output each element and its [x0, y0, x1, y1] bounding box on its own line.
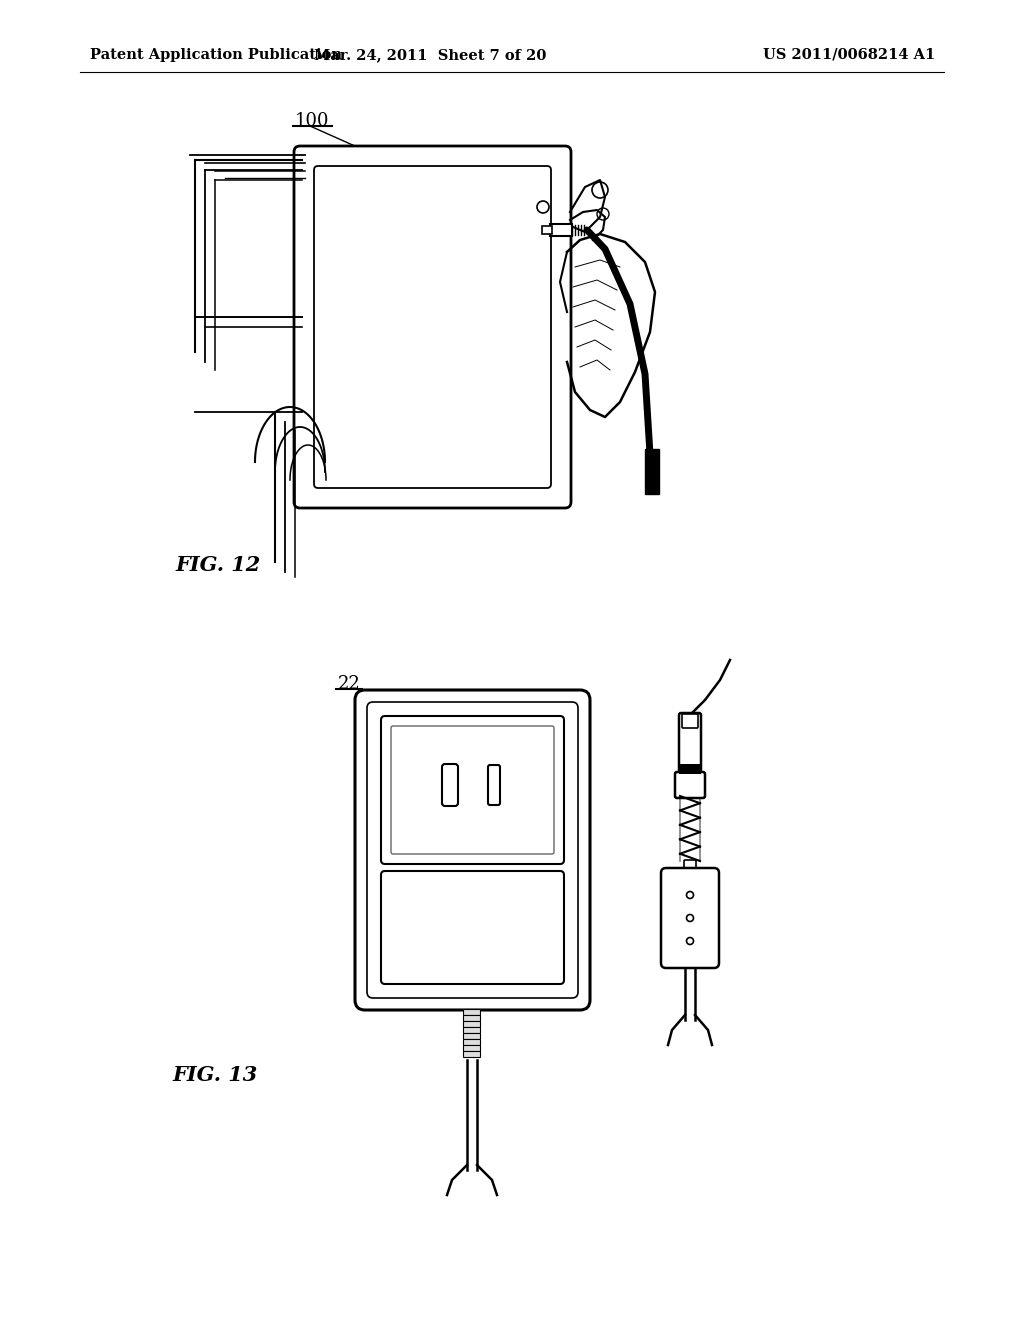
- FancyBboxPatch shape: [464, 1015, 480, 1022]
- FancyBboxPatch shape: [464, 1034, 480, 1040]
- FancyBboxPatch shape: [391, 726, 554, 854]
- FancyBboxPatch shape: [464, 1022, 480, 1027]
- FancyBboxPatch shape: [464, 1052, 480, 1057]
- Text: FIG. 13: FIG. 13: [172, 1065, 257, 1085]
- FancyBboxPatch shape: [488, 766, 500, 805]
- FancyBboxPatch shape: [314, 166, 551, 488]
- Bar: [542, 226, 552, 234]
- Bar: [645, 449, 659, 494]
- FancyBboxPatch shape: [381, 871, 564, 983]
- FancyBboxPatch shape: [294, 147, 571, 508]
- Text: 22: 22: [338, 675, 360, 693]
- Text: US 2011/0068214 A1: US 2011/0068214 A1: [763, 48, 935, 62]
- Text: Mar. 24, 2011  Sheet 7 of 20: Mar. 24, 2011 Sheet 7 of 20: [313, 48, 546, 62]
- FancyBboxPatch shape: [679, 713, 701, 772]
- Text: Patent Application Publication: Patent Application Publication: [90, 48, 342, 62]
- FancyBboxPatch shape: [464, 1045, 480, 1052]
- Text: FIG. 12: FIG. 12: [175, 554, 260, 576]
- FancyBboxPatch shape: [355, 690, 590, 1010]
- Bar: [550, 224, 572, 236]
- FancyBboxPatch shape: [367, 702, 578, 998]
- Text: 100: 100: [295, 112, 330, 129]
- FancyBboxPatch shape: [464, 1040, 480, 1045]
- FancyBboxPatch shape: [464, 1010, 480, 1015]
- FancyBboxPatch shape: [464, 1027, 480, 1034]
- FancyBboxPatch shape: [682, 714, 698, 729]
- FancyBboxPatch shape: [442, 764, 458, 807]
- FancyBboxPatch shape: [675, 772, 705, 799]
- FancyBboxPatch shape: [684, 861, 696, 874]
- Bar: [679, 764, 701, 774]
- FancyBboxPatch shape: [381, 715, 564, 865]
- FancyBboxPatch shape: [662, 869, 719, 968]
